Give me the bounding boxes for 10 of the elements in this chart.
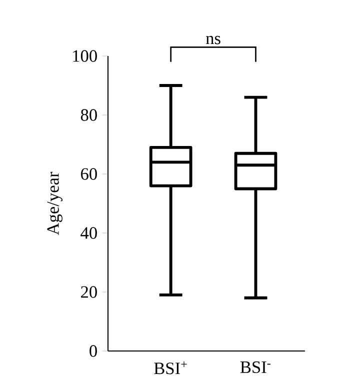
y-tick-label: 0	[90, 345, 97, 357]
y-tick-label: 100	[73, 50, 97, 62]
text: ns	[206, 36, 220, 44]
y-tick-label: 20	[81, 286, 97, 298]
y-tick-label: 40	[80, 227, 97, 239]
y-axis-title: Age/year	[47, 172, 62, 236]
y-tick-label: 60	[81, 168, 97, 180]
y-tick-label: 80	[80, 109, 97, 121]
x-tick-label: BSI$^{-}$	[240, 361, 270, 374]
x-tick-label: BSI$^{+}$	[154, 361, 187, 374]
